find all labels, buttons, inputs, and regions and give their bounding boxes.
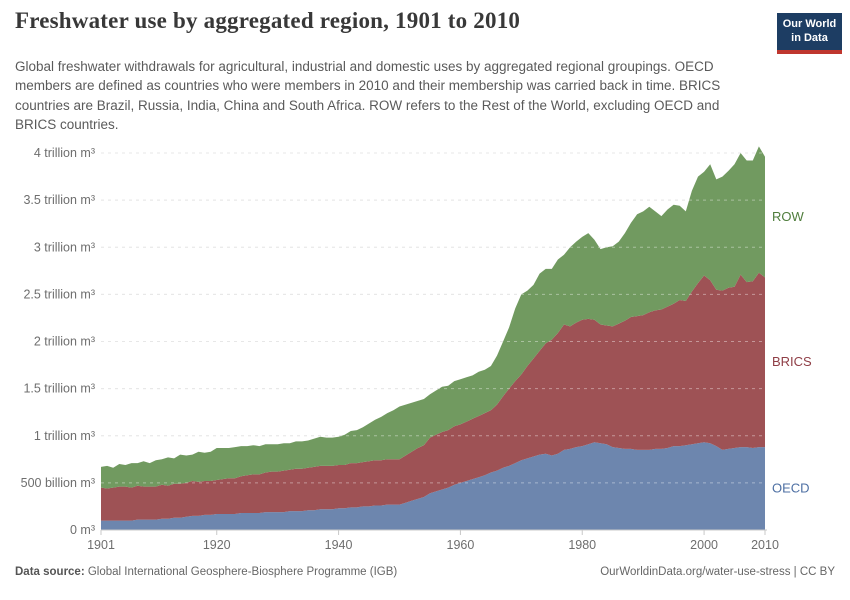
owid-logo[interactable]: Our World in Data [777, 13, 842, 54]
y-tick-label: 3.5 trillion m³ [23, 193, 95, 207]
owid-logo-line2: in Data [791, 32, 828, 45]
chart-svg: 1901 1920 1940 1960 1980 2000 2010 0 m³ 500 bill… [21, 146, 812, 552]
x-tick-label: 1920 [203, 538, 231, 552]
license-label: CC BY [799, 566, 835, 578]
footer-separator: | [790, 566, 800, 578]
x-tick-label: 1940 [325, 538, 353, 552]
y-tick-label: 0 m³ [70, 523, 95, 537]
series-label-row[interactable]: ROW [772, 209, 805, 224]
x-tick-label: 1960 [447, 538, 475, 552]
chart-footer: Data source: Global International Geosph… [15, 566, 835, 578]
y-tick-label: 2 trillion m³ [34, 335, 95, 349]
x-tick-label: 1901 [87, 538, 115, 552]
x-tick-label: 2000 [690, 538, 718, 552]
chart-subtitle: Global freshwater withdrawals for agricu… [15, 59, 721, 133]
series-label-oecd[interactable]: OECD [772, 481, 810, 496]
data-source-label: Data source: [15, 566, 85, 578]
y-tick-label: 1 trillion m³ [34, 429, 95, 443]
owid-url-link[interactable]: OurWorldinData.org/water-use-stress [600, 566, 791, 578]
y-tick-label: 3 trillion m³ [34, 240, 95, 254]
owid-logo-line1: Our World [782, 18, 837, 30]
y-tick-label: 1.5 trillion m³ [23, 382, 95, 396]
x-tick-label: 1980 [568, 538, 596, 552]
y-tick-label: 500 billion m³ [21, 476, 95, 490]
area-oecd[interactable] [101, 442, 765, 530]
page-title: Freshwater use by aggregated region, 190… [15, 8, 521, 33]
stacked-area-chart: 1901 1920 1940 1960 1980 2000 2010 0 m³ 500 bill… [0, 140, 850, 560]
data-source: Data source: Global International Geosph… [15, 566, 397, 578]
y-tick-label: 4 trillion m³ [34, 146, 95, 160]
data-source-value: Global International Geosphere-Biosphere… [84, 566, 398, 578]
x-tick-label: 2010 [751, 538, 779, 552]
footer-right: OurWorldinData.org/water-use-stress | CC… [600, 566, 835, 578]
area-brics[interactable] [101, 272, 765, 521]
series-label-brics[interactable]: BRICS [772, 354, 812, 369]
area-row[interactable] [101, 146, 765, 489]
y-tick-label: 2.5 trillion m³ [23, 287, 95, 301]
